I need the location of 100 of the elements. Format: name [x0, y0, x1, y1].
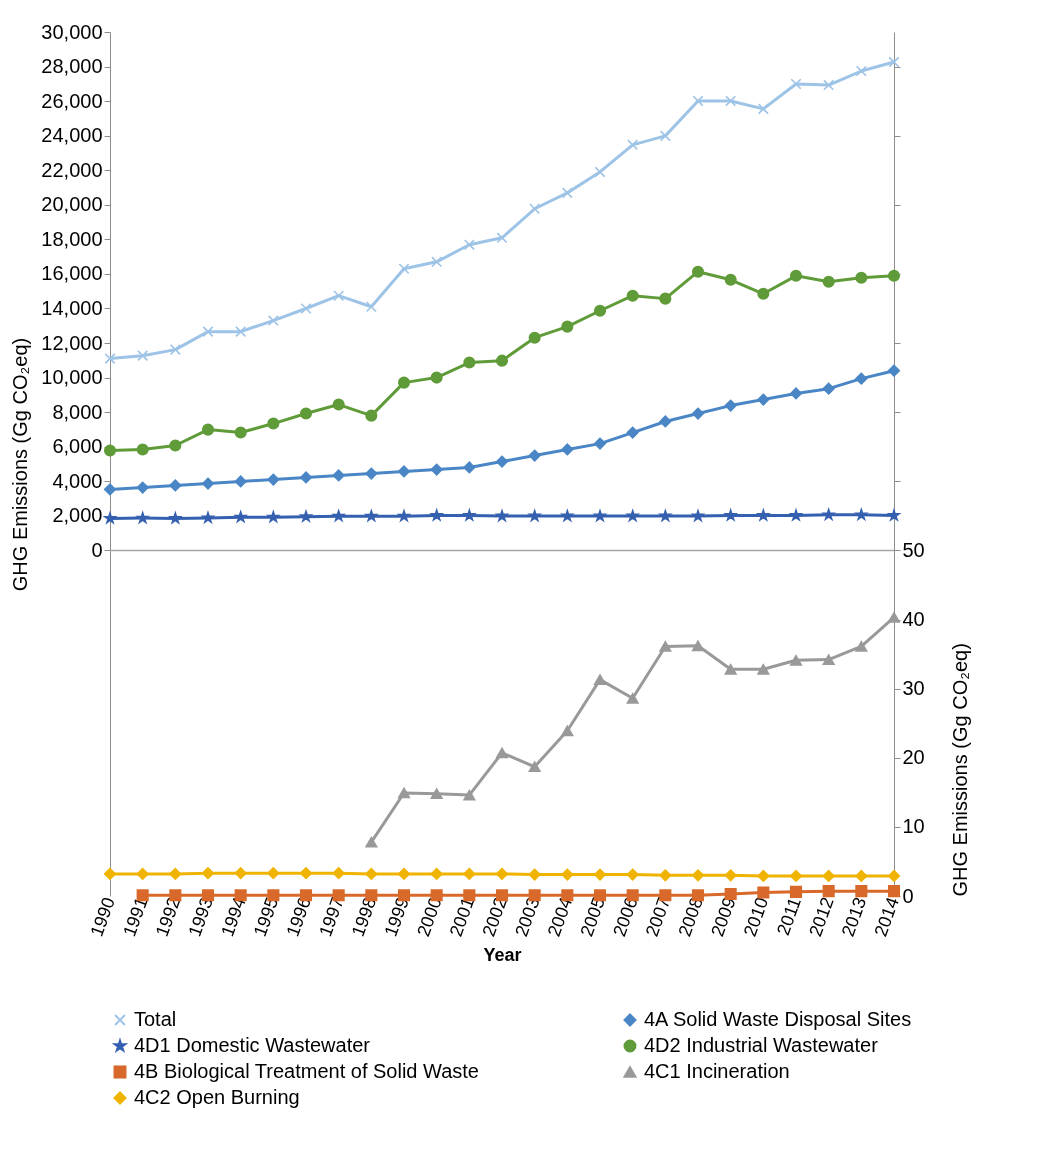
- x-tick-label: 1992: [151, 894, 185, 940]
- point: [724, 663, 737, 675]
- y-tick-label: 10,000: [41, 366, 103, 389]
- point: [561, 509, 574, 522]
- point: [463, 867, 476, 880]
- point: [659, 869, 672, 882]
- point: [234, 475, 247, 488]
- point: [659, 292, 672, 305]
- y-tick-label: 22,000: [41, 158, 103, 181]
- x-tick-label: 2011: [772, 894, 805, 938]
- point: [495, 867, 509, 880]
- y-tick-label: 14,000: [41, 296, 103, 319]
- point: [757, 103, 769, 115]
- point: [267, 417, 280, 430]
- point: [561, 443, 574, 456]
- point: [822, 654, 835, 665]
- point: [888, 56, 900, 68]
- point: [397, 867, 411, 880]
- point: [887, 869, 901, 882]
- point: [561, 320, 574, 333]
- legend-label: 4D2 Industrial Wastewater: [644, 1034, 879, 1056]
- point: [626, 289, 639, 302]
- y2-tick-label: 30: [902, 677, 925, 700]
- point: [430, 788, 443, 800]
- point: [593, 868, 607, 881]
- y-tick-label: 4,000: [52, 469, 103, 492]
- point: [724, 273, 737, 286]
- x-tick-label: 2014: [870, 894, 903, 940]
- point: [137, 350, 149, 362]
- point: [528, 761, 541, 773]
- point: [136, 481, 149, 494]
- point: [822, 382, 835, 395]
- point: [823, 79, 835, 91]
- point: [397, 376, 411, 389]
- point: [593, 674, 607, 685]
- point: [169, 479, 182, 492]
- point: [692, 95, 704, 107]
- x-tick-label: 2001: [445, 894, 479, 940]
- y2-tick-label: 0: [902, 884, 914, 907]
- y-tick-label: 18,000: [41, 227, 103, 250]
- point: [235, 326, 247, 338]
- y-tick-label: 26,000: [41, 89, 103, 112]
- point: [887, 885, 901, 898]
- y2-tick-label: 10: [902, 815, 925, 838]
- y-tick-label: 2,000: [52, 504, 103, 527]
- point: [169, 344, 181, 356]
- point: [365, 467, 378, 480]
- point: [495, 747, 509, 759]
- point: [365, 301, 377, 313]
- point: [757, 869, 770, 882]
- point: [201, 477, 215, 490]
- point: [724, 399, 737, 412]
- point: [528, 449, 541, 462]
- point: [463, 789, 476, 801]
- point: [561, 187, 573, 199]
- point: [790, 78, 802, 90]
- point: [627, 139, 639, 151]
- point: [691, 265, 705, 278]
- legend-label: Total: [134, 1008, 177, 1030]
- point: [626, 426, 639, 439]
- point: [789, 387, 803, 400]
- x-tick-label: 2013: [837, 894, 871, 940]
- point: [332, 867, 345, 880]
- y-tick-label: 24,000: [41, 124, 103, 147]
- point: [561, 868, 574, 881]
- x-tick-label: 2004: [543, 894, 577, 940]
- point: [691, 640, 705, 652]
- point: [267, 867, 280, 880]
- point: [103, 483, 117, 496]
- point: [691, 407, 705, 420]
- point: [887, 269, 901, 282]
- point: [593, 304, 607, 317]
- point: [430, 371, 443, 384]
- x-tick-label: 1991: [119, 894, 152, 940]
- x-tick-label: 2002: [478, 894, 511, 940]
- point: [855, 869, 868, 882]
- point: [887, 612, 901, 623]
- point: [528, 331, 541, 344]
- y-tick-label: 20,000: [41, 193, 103, 216]
- point: [855, 271, 868, 284]
- point: [495, 354, 509, 367]
- legend-label: 4D1 Domestic Wastewater: [134, 1034, 371, 1056]
- point: [397, 465, 411, 478]
- point: [234, 867, 247, 880]
- point: [757, 663, 770, 675]
- point: [299, 471, 313, 484]
- legend-label: 4A Solid Waste Disposal Sites: [644, 1008, 912, 1030]
- y-tick-label: 8,000: [52, 400, 103, 423]
- point: [267, 473, 280, 486]
- y-axis-title: GHG Emissions (Gg CO₂eq): [9, 337, 32, 592]
- point: [136, 443, 149, 456]
- legend-label: 4C1 Incineration: [644, 1060, 790, 1082]
- point: [104, 353, 116, 365]
- point: [463, 356, 476, 369]
- x-axis-title: Year: [483, 945, 522, 966]
- point: [626, 509, 639, 522]
- point: [201, 423, 215, 436]
- point: [495, 455, 509, 468]
- point: [169, 867, 182, 880]
- point: [365, 836, 378, 848]
